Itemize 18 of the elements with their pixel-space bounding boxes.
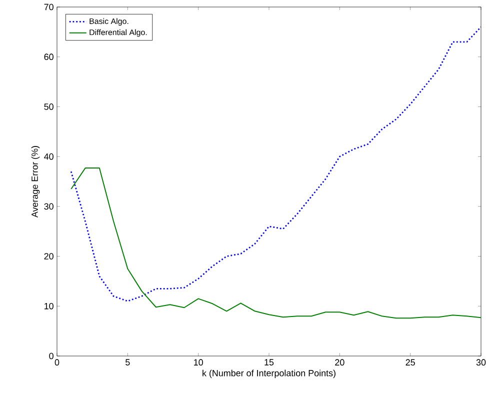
x-tick-label: 5 <box>126 359 130 366</box>
y-tick-label: 60 <box>44 54 54 60</box>
y-tick-label: 10 <box>44 302 54 310</box>
x-tick-label: 25 <box>406 359 415 366</box>
x-tick-label: 15 <box>264 359 274 366</box>
line-series <box>70 168 482 319</box>
y-tick-label: 50 <box>44 104 54 110</box>
x-tick-label: 30 <box>476 359 486 366</box>
y-tick-label: 70 <box>44 4 54 10</box>
x-tick-label: 20 <box>335 359 344 366</box>
y-tick-label: 20 <box>44 253 54 260</box>
x-tick-label: 0 <box>54 359 60 366</box>
y-tick-label: 30 <box>44 203 54 210</box>
y-axis-title: Average Error (%) <box>31 146 40 218</box>
x-axis-title: k (Number of Interpolation Points) <box>202 370 336 378</box>
x-tick-label: 10 <box>194 359 203 366</box>
y-tick-label: 40 <box>44 153 54 160</box>
y-tick-label: 0 <box>49 352 54 360</box>
